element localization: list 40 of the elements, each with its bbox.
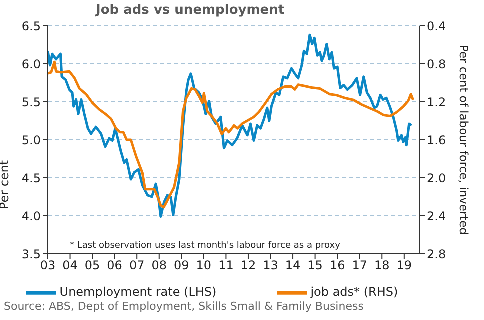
x-tick-label: 06 (107, 258, 122, 273)
y-tick-label: 4.5 (22, 171, 41, 186)
y-axis-title: Per cent (0, 160, 12, 210)
x-tick-label: 08 (152, 258, 168, 273)
x-tick-label: 12 (240, 258, 256, 273)
x-tick-label: 18 (374, 258, 390, 273)
x-tick-label: 07 (129, 258, 145, 273)
x-tick-label: 15 (308, 258, 323, 273)
y2-tick-label: 1.2 (427, 95, 446, 110)
y2-tick-label: 0.4 (427, 19, 446, 34)
y-tick-label: 3.5 (22, 247, 41, 262)
line-series (48, 60, 415, 209)
x-tick-label: 05 (84, 258, 100, 273)
y2-tick-label: 2.8 (427, 247, 446, 262)
x-tick-label: 09 (174, 258, 190, 273)
x-tick-label: 11 (218, 258, 234, 273)
source-note: Source: ABS, Dept of Employment, Skills Small & Family Business (4, 300, 364, 313)
y2-tick-label: 2.0 (427, 171, 446, 186)
annotation: * Last observation uses last month's labour force as a proxy (70, 241, 340, 251)
x-tick-label: 13 (263, 258, 278, 273)
y-tick-label: 4.0 (22, 209, 41, 224)
y-tick-label: 6.5 (22, 19, 41, 34)
chart-title: Job ads vs unemployment (96, 3, 285, 18)
y2-tick-label: 2.4 (427, 209, 446, 224)
legend-label: Unemployment rate (LHS) (60, 285, 217, 300)
x-tick-label: 03 (40, 258, 56, 273)
y-tick-label: 6.0 (22, 57, 41, 72)
x-tick-label: 19 (396, 258, 412, 273)
x-tick-label: 16 (330, 258, 346, 273)
x-tick-label: 17 (352, 258, 368, 273)
line-series (48, 34, 414, 218)
x-tick-label: 14 (285, 258, 301, 273)
y-tick-label: 5.5 (22, 95, 41, 110)
y2-tick-label: 0.8 (427, 57, 446, 72)
legend-label: job ads* (RHS) (310, 285, 398, 300)
y2-axis-title: Per cent of labour force, inverted (456, 44, 471, 236)
x-tick-label: 04 (62, 258, 78, 273)
x-tick-label: 10 (196, 258, 212, 273)
y-tick-label: 5.0 (22, 133, 41, 148)
y2-tick-label: 1.6 (427, 133, 446, 148)
